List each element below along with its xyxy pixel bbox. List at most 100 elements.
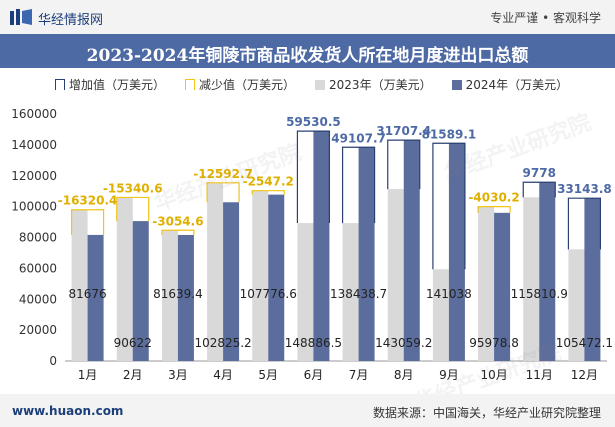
y-tick-label: 40000 [19,292,57,306]
decrease-bracket [161,229,195,235]
value-label-2024: 81639.4 [153,287,203,301]
difference-label: -16320.4 [58,194,118,208]
footer-source: 数据来源：中国海关，华经产业研究院整理 [372,406,601,420]
bar-2023 [523,197,540,361]
bar-2024 [403,140,420,361]
bar-2023 [342,223,359,361]
y-tick-label: 160000 [11,107,57,121]
bar-2023 [161,230,178,361]
difference-label: -4030.2 [468,191,519,205]
legend-item-decrease: 减少值（万美元） [185,76,295,93]
value-label-2024: 141038 [426,287,472,301]
chart-legend: 增加值（万美元） 减少值（万美元） 2023年（万美元） 2024年（万美元） [55,76,568,93]
increase-bracket [341,146,376,224]
y-tick-label: 80000 [19,231,57,245]
y-tick-label: 20000 [19,323,57,337]
legend-swatch-2024 [451,79,462,90]
bar-2023 [478,206,495,361]
bar-2024 [313,131,330,361]
chart-title: 2023-2024年铜陵市商品收发货人所在地月度进出口总额 [86,46,529,66]
x-tick-label: 10月 [480,368,507,382]
legend-label-2024: 2024年（万美元） [465,78,569,92]
bar-2024 [177,234,194,361]
y-tick-label: 0 [49,354,57,368]
bar-2024 [539,182,556,361]
value-label-2024: 90622 [114,336,152,350]
difference-label: 49107.7 [331,131,386,145]
bar-2024 [358,147,375,361]
bar-2024 [132,221,149,361]
bar-2024 [494,212,511,361]
legend-label-2023: 2023年（万美元） [329,78,432,92]
value-label-2024: 115810.9 [511,287,568,301]
brand-logo-icon [10,9,32,25]
value-label-2024: 107776.6 [240,287,297,301]
y-tick-label: 60000 [19,261,57,275]
difference-label: 59530.5 [286,115,341,129]
x-tick-label: 6月 [304,368,324,382]
increase-bracket [567,197,602,250]
decrease-bracket [70,209,105,235]
decrease-bracket [477,206,511,213]
bar-2023 [252,190,269,361]
x-tick-label: 9月 [439,368,459,382]
increase-bracket [522,181,556,198]
bar-2024 [448,143,465,361]
legend-label-decrease: 减少值（万美元） [199,78,296,92]
legend-swatch-decrease [185,79,196,90]
bar-2023 [71,209,88,361]
value-label-2024: 102825.2 [194,336,251,350]
bar-chart: 0 20000 40000 60000 80000 100000 120000 140000 1… [11,107,613,382]
legend-swatch-2023 [315,79,326,90]
legend-item-increase: 增加值（万美元） [55,76,165,93]
bar-2023 [432,269,449,361]
value-label-2024: 138438.7 [330,287,387,301]
footer-bar [0,394,615,427]
difference-label: 81589.1 [422,127,477,141]
difference-label: 31707.4 [376,124,431,138]
decrease-bracket [206,182,240,203]
legend-label-increase: 增加值（万美元） [69,78,166,92]
increase-bracket [296,130,331,224]
footer-url-link[interactable]: www.huaon.com [12,404,124,418]
bar-2023 [297,223,314,361]
value-label-2024: 143059.2 [375,336,432,350]
x-tick-label: 11月 [526,368,553,382]
bar-2023 [207,182,224,361]
bar-2024 [87,234,104,361]
value-label-2024: 95978.8 [469,336,519,350]
y-tick-label: 140000 [11,138,57,152]
legend-item-2024: 2024年（万美元） [451,76,569,93]
increase-bracket [387,139,421,190]
increase-bracket [432,142,466,270]
difference-label: -15340.6 [103,181,163,195]
title-bar [0,34,615,68]
brand-slogan: 专业严谨 • 客观科学 [490,11,601,25]
x-tick-label: 5月 [258,368,278,382]
value-label-2024: 148886.5 [285,336,342,350]
x-tick-label: 8月 [394,368,414,382]
bar-2023 [387,189,404,361]
brand-name: 华经情报网 [38,13,104,28]
difference-label: -12592.7 [193,167,253,181]
x-tick-label: 7月 [349,368,369,382]
y-tick-label: 120000 [11,169,57,183]
y-tick-label: 100000 [11,200,57,214]
decrease-bracket [116,196,150,222]
legend-swatch-increase [55,79,65,90]
bar-2023 [116,197,133,361]
x-tick-label: 1月 [78,368,98,382]
difference-label: -2547.2 [243,175,294,189]
x-tick-label: 2月 [123,368,143,382]
top-bar: 华经情报网 专业严谨 • 客观科学 [0,0,615,34]
difference-label: 9778 [523,166,556,180]
bar-2024 [268,194,285,361]
bar-2024 [584,198,601,361]
value-label-2024: 105472.1 [556,336,613,350]
x-tick-label: 3月 [168,368,188,382]
value-label-2024: 81676 [68,287,106,301]
bar-2024 [223,202,240,361]
bar-2023 [568,249,585,361]
decrease-bracket [251,190,285,195]
difference-label: 33143.8 [557,182,612,196]
